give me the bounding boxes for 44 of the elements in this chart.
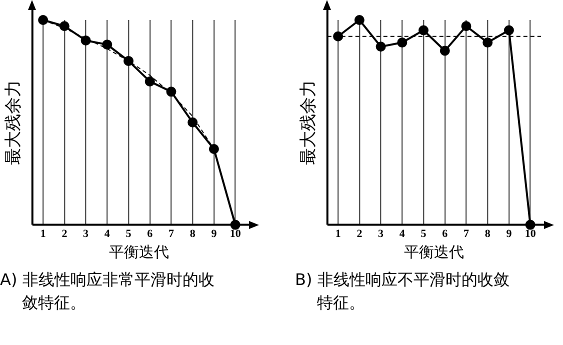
point	[102, 40, 112, 50]
x-tick-label: 6	[442, 228, 448, 240]
point	[124, 56, 134, 66]
x-tick-label: 4	[399, 228, 406, 240]
x-tick-label: 8	[190, 228, 196, 240]
x-tick-label: 10	[230, 228, 242, 240]
x-tick-label: 3	[378, 228, 384, 240]
x-tick-label: 2	[62, 228, 68, 240]
point	[333, 31, 344, 42]
x-tick-label: 7	[168, 228, 174, 240]
x-tick-label: 9	[211, 228, 218, 240]
point	[354, 15, 364, 25]
x-tick-label: 8	[484, 228, 491, 240]
x-tick-label: 3	[83, 228, 90, 240]
x-tick-label: 4	[104, 228, 110, 240]
point	[440, 46, 450, 56]
point	[59, 21, 70, 32]
point	[166, 86, 176, 97]
point	[418, 25, 429, 36]
point	[208, 144, 219, 154]
y-axis-title: 最大残余力	[298, 80, 319, 165]
point	[461, 21, 472, 32]
x-tick-label: 1	[40, 228, 46, 240]
point	[188, 117, 198, 128]
x-axis-title: 平衡迭代	[404, 242, 464, 261]
point	[397, 38, 408, 48]
x-tick-label: 6	[147, 228, 154, 240]
point	[144, 76, 155, 86]
point	[38, 15, 48, 25]
x-tick-label: 5	[420, 228, 427, 240]
point	[80, 35, 91, 46]
point	[376, 42, 386, 52]
x-tick-label: 5	[126, 228, 132, 240]
text: A) 非线性响应非常平滑时的收敛特征。	[0, 269, 216, 314]
y-axis-title: 最大残余力	[4, 80, 24, 165]
x-tick-label: 9	[506, 228, 512, 240]
x-axis-title: 平衡迭代	[109, 242, 170, 261]
text: B) 非线性响应不平滑时的收敛特征。	[295, 269, 510, 314]
x-tick-label: 10	[524, 228, 536, 240]
point	[482, 38, 493, 48]
x-tick-label: 1	[335, 228, 341, 240]
point	[504, 25, 514, 36]
x-tick-label: 7	[463, 228, 470, 240]
x-tick-label: 2	[356, 228, 363, 240]
